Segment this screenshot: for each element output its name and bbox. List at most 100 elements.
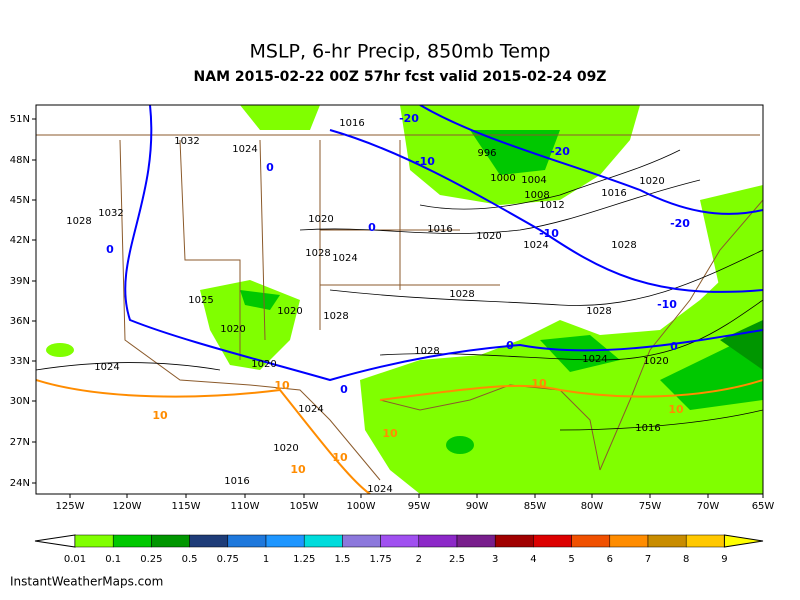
lat-label: 45N xyxy=(10,195,30,206)
temp-label: 10 xyxy=(274,379,290,392)
colorbar-high-end xyxy=(723,534,764,548)
border xyxy=(259,139,500,341)
isobar-label: 1024 xyxy=(523,240,548,251)
lon-label: 120W xyxy=(113,501,142,512)
isobar-label: 1020 xyxy=(220,324,245,335)
border xyxy=(119,139,381,481)
colorbar-swatch xyxy=(74,534,114,548)
temp-label: 0 xyxy=(266,161,274,174)
precip-area xyxy=(46,343,74,357)
temp-contours xyxy=(36,105,763,494)
isobar xyxy=(36,362,221,371)
temp-contour xyxy=(124,105,763,382)
lon-label: 85W xyxy=(524,501,547,512)
colorbar-label: 1.5 xyxy=(334,554,350,565)
isobar-label: 1028 xyxy=(414,346,439,357)
lat-label: 24N xyxy=(10,478,30,489)
isobar-label: 1024 xyxy=(367,484,392,495)
border xyxy=(599,199,763,471)
lon-label: 80W xyxy=(581,501,604,512)
temp-label: 0 xyxy=(106,243,114,256)
precip-area xyxy=(240,105,320,130)
lon-label: 110W xyxy=(231,501,260,512)
isobar-label: 1024 xyxy=(582,354,607,365)
temp-label: 10 xyxy=(668,403,684,416)
isobar-label: 1016 xyxy=(224,476,249,487)
isobar-label: 1020 xyxy=(476,231,501,242)
temp-label: -20 xyxy=(670,217,690,230)
lon-label: 125W xyxy=(56,501,85,512)
lat-label: 39N xyxy=(10,276,30,287)
lon-label: 95W xyxy=(408,501,431,512)
colorbar: 0.01 0.1 0.25 0.5 0.75 1 1.25 1.5 1.75 2 2.5 3 4 5 6 7 8… xyxy=(34,534,764,565)
isobar-label: 1020 xyxy=(251,359,276,370)
colorbar-swatch xyxy=(189,534,229,548)
temp-label: 10 xyxy=(382,427,398,440)
colorbar-label: 4 xyxy=(530,554,536,565)
colorbar-label: 0.01 xyxy=(64,554,86,565)
isobar-label: 1024 xyxy=(332,253,357,264)
map-frame xyxy=(35,104,764,495)
colorbar-label: 1 xyxy=(263,554,269,565)
temp-label: -10 xyxy=(539,227,559,240)
temp-label: 10 xyxy=(332,451,348,464)
colorbar-label: 1.75 xyxy=(369,554,391,565)
colorbar-swatch xyxy=(418,534,458,548)
colorbar-swatch xyxy=(571,534,611,548)
temp-label: -20 xyxy=(399,112,419,125)
borders xyxy=(36,134,763,481)
precip-area xyxy=(240,290,280,310)
isobar xyxy=(419,149,681,210)
isobar-label: 1028 xyxy=(586,306,611,317)
isobar-label: 1020 xyxy=(643,356,668,367)
precip-area xyxy=(470,130,560,175)
isobar-label: 1012 xyxy=(539,200,564,211)
subtitle: NAM 2015-02-22 00Z 57hr fcst valid 2015-… xyxy=(194,69,607,85)
border xyxy=(379,384,601,471)
isobar-label: 1024 xyxy=(232,144,257,155)
lat-label: 42N xyxy=(10,235,30,246)
precip-area xyxy=(360,240,763,494)
temp-label: 0 xyxy=(368,221,376,234)
isobar xyxy=(559,409,763,431)
lon-label: 115W xyxy=(172,501,201,512)
title: MSLP, 6-hr Precip, 850mb Temp xyxy=(250,41,551,63)
colorbar-label: 7 xyxy=(645,554,651,565)
border xyxy=(179,139,241,360)
colorbar-label: 0.25 xyxy=(140,554,162,565)
isobar-label: 996 xyxy=(477,148,496,159)
isobar-label: 1028 xyxy=(323,311,348,322)
lon-label: 75W xyxy=(639,501,662,512)
isobar-label: 1032 xyxy=(98,208,123,219)
precip-area xyxy=(446,436,474,454)
colorbar-swatch xyxy=(303,534,343,548)
colorbar-swatch xyxy=(151,534,190,548)
lon-label: 105W xyxy=(290,501,319,512)
lon-label: 90W xyxy=(466,501,489,512)
temp-label: -10 xyxy=(415,155,435,168)
isobar-label: 1028 xyxy=(305,248,330,259)
temp-label: 0 xyxy=(340,383,348,396)
colorbar-swatch xyxy=(609,534,649,548)
temp-contour xyxy=(379,379,763,401)
isobar-label: 1008 xyxy=(524,190,549,201)
lon-label: 65W xyxy=(752,501,775,512)
colorbar-swatch xyxy=(380,534,420,548)
colorbar-label: 6 xyxy=(607,554,613,565)
axes: 51N 48N 45N 42N 39N 36N 33N 30N 27N 24N 125W 120W 11… xyxy=(10,114,775,512)
isobar-label: 1024 xyxy=(94,362,119,373)
lat-label: 27N xyxy=(10,437,30,448)
lat-label: 30N xyxy=(10,396,30,407)
isobar-label: 1028 xyxy=(611,240,636,251)
temp-label: -10 xyxy=(657,298,677,311)
colorbar-swatch xyxy=(227,534,267,548)
isobar-label: 1032 xyxy=(174,136,199,147)
temp-contour xyxy=(419,105,763,215)
colorbar-swatch xyxy=(342,534,381,548)
temp-label: -20 xyxy=(550,145,570,158)
